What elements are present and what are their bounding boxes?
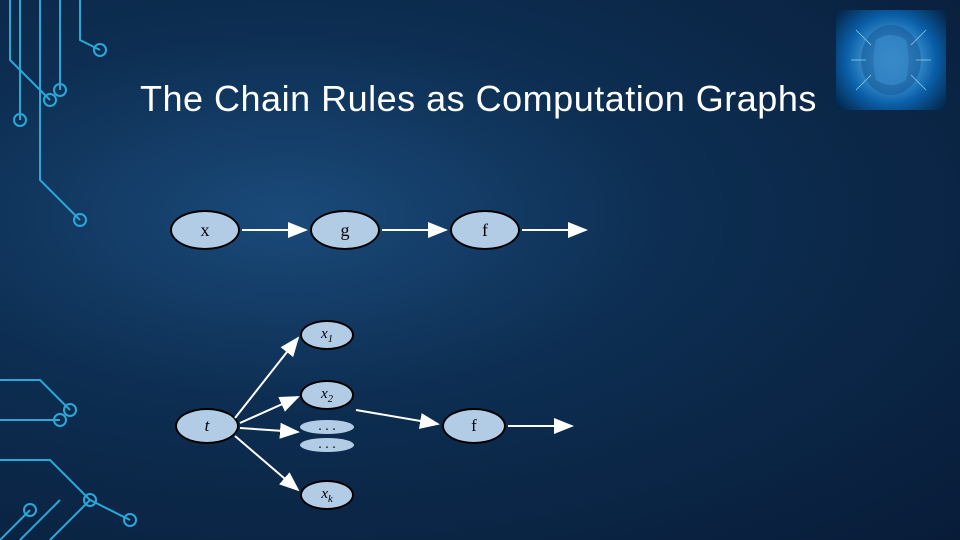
node-label: x2: [321, 386, 333, 405]
graph1-node-x: x: [170, 210, 240, 250]
graph2-node-f: f: [442, 408, 506, 444]
graph2-node-t: t: [175, 408, 239, 444]
graph2-node-x2: x2: [300, 380, 354, 410]
graph2-dots-1: . . .: [300, 420, 354, 434]
graph2-dots-2: . . .: [300, 438, 354, 452]
node-label: f: [482, 220, 488, 241]
node-label: f: [471, 416, 477, 436]
brain-image: [836, 10, 946, 110]
node-label: xk: [321, 486, 332, 505]
graph2-node-xk: xk: [300, 480, 354, 510]
page-title: The Chain Rules as Computation Graphs: [140, 78, 817, 120]
node-label: t: [205, 416, 210, 436]
node-label: x1: [321, 326, 333, 345]
node-label: g: [341, 220, 350, 241]
node-label: x: [201, 220, 210, 241]
graph1-node-g: g: [310, 210, 380, 250]
graph2-node-x1: x1: [300, 320, 354, 350]
graph1-node-f: f: [450, 210, 520, 250]
